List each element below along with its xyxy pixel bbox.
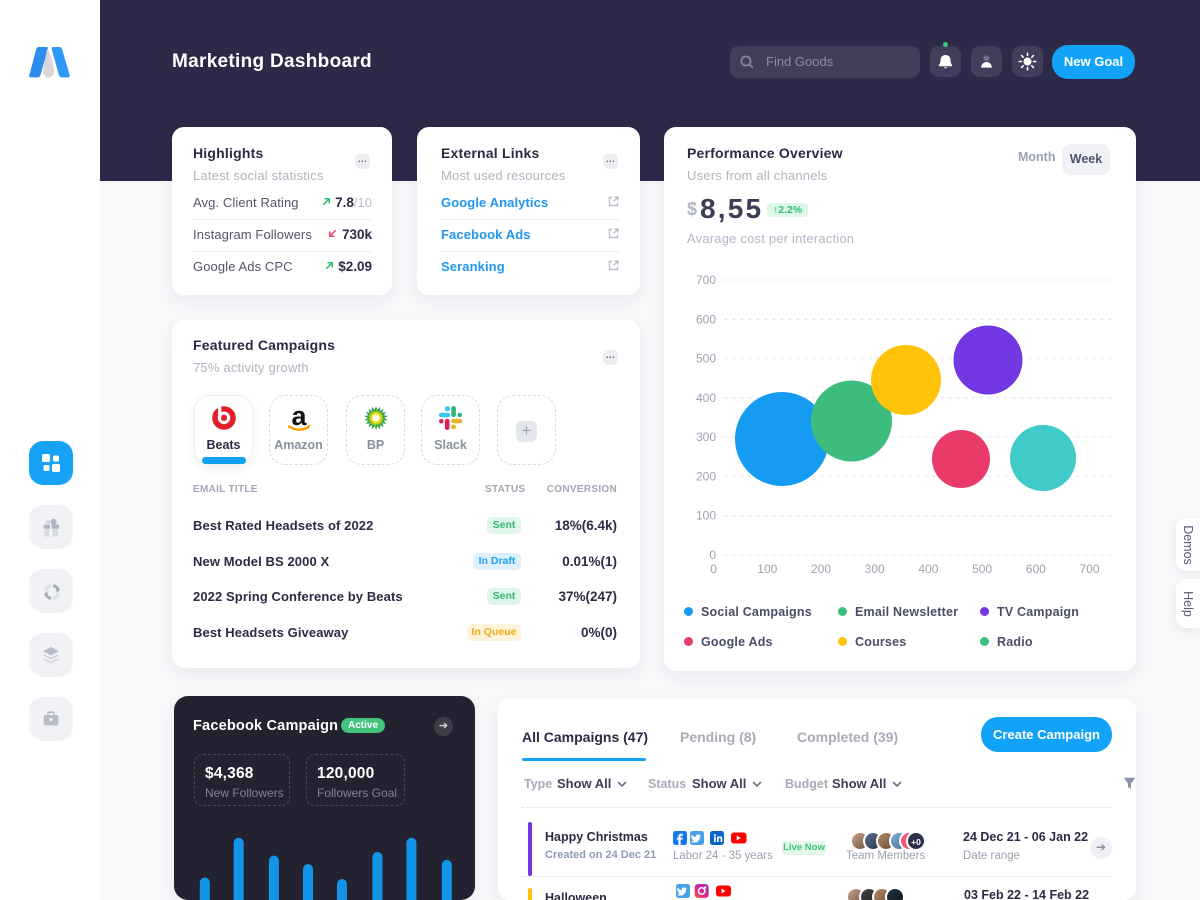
svg-text:200: 200 (696, 469, 716, 483)
svg-text:500: 500 (696, 352, 716, 366)
svg-text:300: 300 (696, 430, 716, 444)
svg-text:100: 100 (696, 509, 716, 523)
svg-text:700: 700 (696, 273, 716, 287)
svg-text:200: 200 (811, 562, 831, 576)
svg-text:300: 300 (865, 562, 885, 576)
svg-text:500: 500 (972, 562, 992, 576)
svg-text:600: 600 (1026, 562, 1046, 576)
svg-text:400: 400 (918, 562, 938, 576)
svg-text:600: 600 (696, 312, 716, 326)
svg-text:a: a (291, 401, 307, 431)
svg-text:100: 100 (757, 562, 777, 576)
svg-text:400: 400 (696, 391, 716, 405)
svg-text:700: 700 (1079, 562, 1099, 576)
svg-text:0: 0 (709, 548, 716, 562)
svg-text:0: 0 (710, 562, 717, 576)
